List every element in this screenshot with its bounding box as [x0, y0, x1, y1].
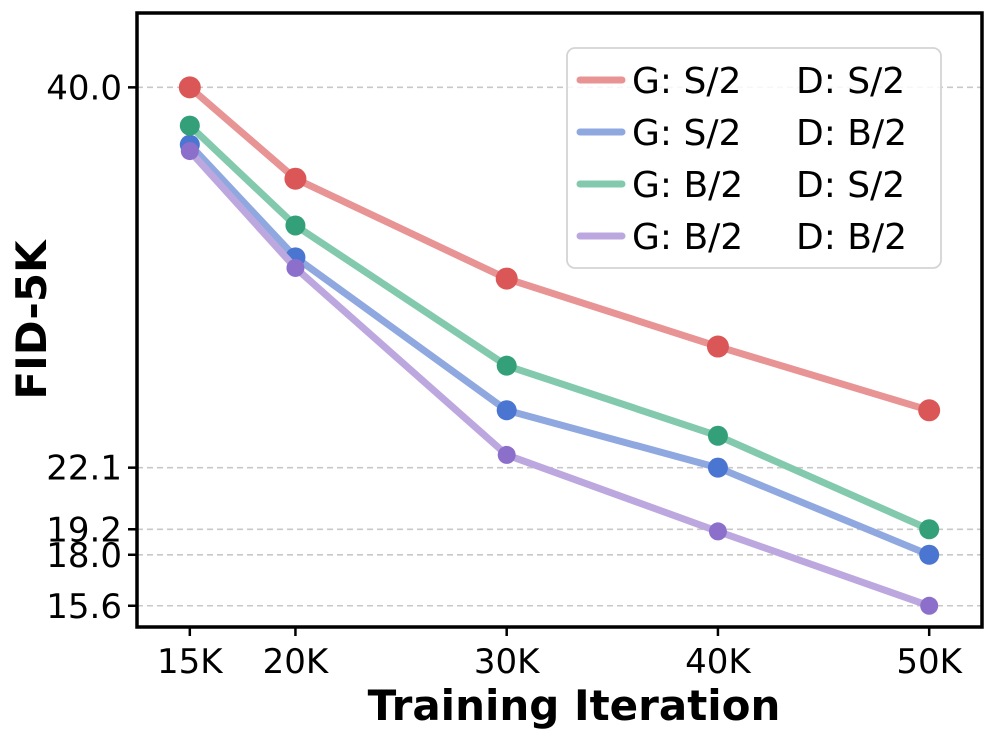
data-point [918, 399, 941, 422]
data-point [707, 457, 728, 478]
x-tick-label: 15K [157, 642, 224, 682]
x-tick-label: 50K [896, 642, 963, 682]
data-point [708, 522, 727, 541]
series-1 [178, 76, 941, 422]
y-axis-title: FID-5K [7, 239, 56, 400]
x-tick-label: 20K [263, 642, 330, 682]
legend-label-generator: G: S/2 [632, 113, 741, 154]
data-point [706, 335, 729, 358]
series-2 [179, 134, 940, 565]
data-point [919, 519, 940, 540]
legend-label-discriminator: D: B/2 [796, 113, 907, 154]
x-tick-label: 40K [685, 642, 752, 682]
legend-label-discriminator: D: B/2 [796, 217, 907, 258]
data-point [496, 355, 517, 376]
plot-frame [135, 11, 984, 629]
data-point [286, 258, 305, 277]
y-tick-label: 18.0 [46, 536, 122, 576]
data-point [497, 445, 516, 464]
x-tick-label: 30K [474, 642, 541, 682]
y-tick-label: 19.2 [46, 510, 122, 550]
data-point [180, 142, 199, 161]
legend-label-discriminator: D: S/2 [796, 165, 905, 206]
y-tick-label: 40.0 [46, 68, 122, 108]
data-point [285, 215, 306, 236]
data-point [179, 115, 200, 136]
legend-label-generator: G: B/2 [632, 165, 743, 206]
series-layer [178, 76, 941, 615]
legend-box [566, 47, 942, 269]
y-tick-label: 15.6 [46, 587, 122, 627]
x-axis-title: Training Iteration [368, 681, 781, 730]
data-point [920, 596, 939, 615]
series-3 [179, 115, 940, 540]
legend-label-discriminator: D: S/2 [796, 61, 905, 102]
y-tick-label: 22.1 [46, 449, 122, 489]
legend: G: S/2 D: S/2 G: S/2 D: B/2 G: B/2 D: S/2 G: B… [566, 47, 942, 269]
data-point [178, 76, 201, 99]
data-point [496, 400, 517, 421]
tick-layer: 40.0 22.1 19.218.0 15.6 15K 20K 30K 40K 50K [46, 68, 963, 682]
data-point [919, 544, 940, 565]
legend-label-generator: G: S/2 [632, 61, 741, 102]
data-point [707, 425, 728, 446]
data-point [284, 167, 307, 190]
series-4 [180, 142, 939, 615]
data-point [495, 267, 518, 290]
legend-label-generator: G: B/2 [632, 217, 743, 258]
